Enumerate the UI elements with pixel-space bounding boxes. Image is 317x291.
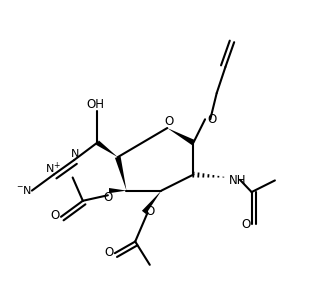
Text: $\mathdefault{{}^{-}N}$: $\mathdefault{{}^{-}N}$ — [16, 184, 32, 196]
Text: O: O — [208, 113, 217, 126]
Text: O: O — [103, 191, 112, 203]
Text: O: O — [241, 218, 250, 231]
Text: O: O — [50, 209, 59, 222]
Polygon shape — [142, 191, 161, 214]
Text: O: O — [164, 115, 173, 128]
Text: N: N — [71, 149, 79, 159]
Text: $\mathdefault{N^{+}}$: $\mathdefault{N^{+}}$ — [45, 161, 61, 176]
Polygon shape — [96, 141, 118, 157]
Polygon shape — [109, 188, 126, 193]
Polygon shape — [115, 156, 126, 191]
Polygon shape — [167, 128, 195, 145]
Text: OH: OH — [86, 98, 104, 111]
Text: NH: NH — [229, 174, 246, 187]
Text: O: O — [104, 246, 114, 259]
Text: O: O — [145, 205, 154, 218]
